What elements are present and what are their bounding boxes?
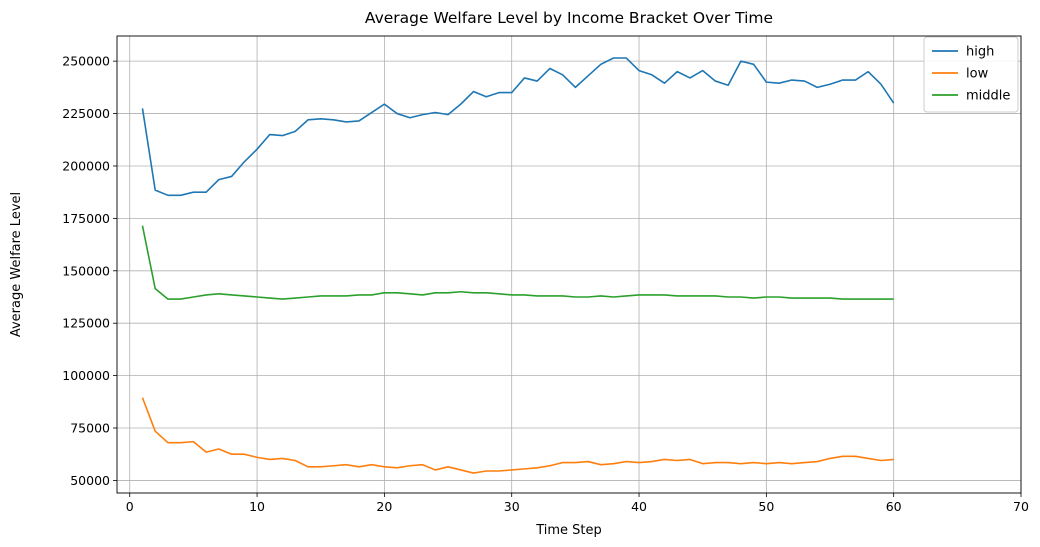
legend-box (923, 36, 1019, 113)
legend-label-low: low (966, 67, 989, 82)
legend-label-high: high (966, 45, 994, 60)
plot-frame (116, 35, 1022, 494)
y-tick-label: 150000 (62, 263, 110, 278)
x-tick-label: 0 (126, 499, 134, 514)
x-tick-label: 20 (376, 499, 392, 514)
x-tick-label: 60 (886, 499, 902, 514)
y-axis: 50000 75000 100000 125000 150000 175000 200000… (62, 54, 117, 488)
y-tick-label: 200000 (62, 158, 110, 173)
x-tick-label: 10 (249, 499, 265, 514)
series-lines (141, 57, 895, 474)
x-tick-label: 30 (504, 499, 520, 514)
y-tick-label: 50000 (70, 473, 110, 488)
x-axis: 0 10 20 30 40 50 60 70 (126, 493, 1029, 514)
x-axis-label: Time Step (535, 523, 602, 538)
series-line-high (141, 57, 895, 197)
y-axis-label: Average Welfare Level (9, 192, 24, 337)
x-tick-label: 70 (1013, 499, 1029, 514)
x-tick-label: 50 (758, 499, 774, 514)
y-tick-label: 250000 (62, 54, 110, 69)
y-tick-label: 125000 (62, 316, 110, 331)
series-line-middle (141, 225, 894, 300)
y-tick-label: 225000 (62, 106, 110, 121)
legend: high low middle (923, 36, 1019, 113)
series-line-low (141, 397, 894, 474)
legend-label-middle: middle (966, 89, 1010, 104)
y-tick-label: 175000 (62, 211, 110, 226)
chart-title: Average Welfare Level by Income Bracket … (365, 9, 773, 27)
y-tick-label: 100000 (62, 368, 110, 383)
x-tick-label: 40 (631, 499, 647, 514)
y-tick-label: 75000 (70, 421, 110, 436)
